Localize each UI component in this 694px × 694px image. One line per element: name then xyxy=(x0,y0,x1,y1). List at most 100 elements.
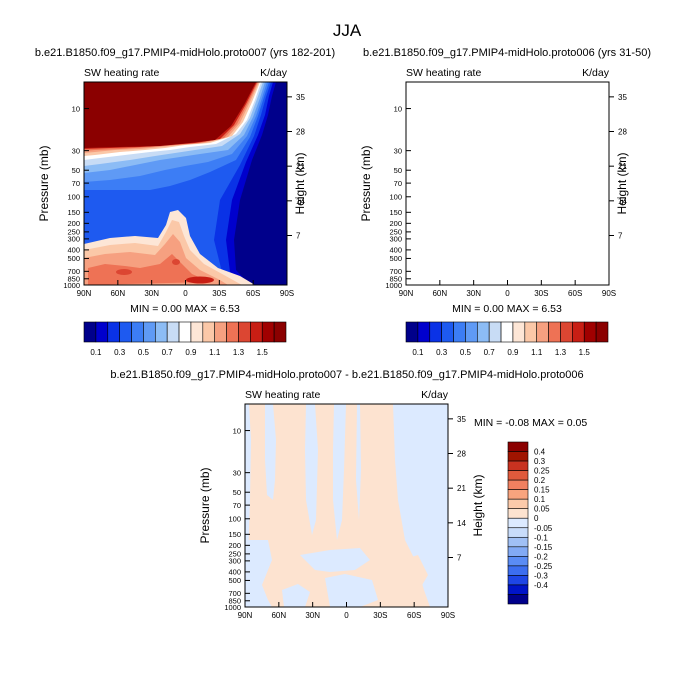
plot-frame xyxy=(405,81,610,286)
colorbar-swatch xyxy=(429,321,442,343)
contour-level xyxy=(406,82,578,148)
positive-region xyxy=(402,555,428,592)
stats-label: MIN = 0.00 MAX = 6.53 xyxy=(452,303,562,315)
panel-title: b.e21.B1850.f09_g17.PMIP4-midHolo.proto0… xyxy=(363,47,651,59)
colorbar-swatch xyxy=(507,546,529,557)
colorbar-swatch xyxy=(143,321,156,343)
colorbar-swatch xyxy=(507,489,529,500)
colorbar-swatch xyxy=(507,508,529,519)
colorbar-swatch xyxy=(507,575,529,586)
height-axis: 35 28 21 14 7 xyxy=(287,93,305,240)
colorbar-swatch xyxy=(178,321,192,343)
colorbar-label: -0.25 xyxy=(534,562,553,571)
colorbar-label: 0.9 xyxy=(507,348,519,357)
colorbar-swatch xyxy=(488,321,502,343)
pressure-tick-label: 200 xyxy=(67,219,80,228)
pressure-tick-label: 50 xyxy=(233,488,241,497)
colorbar-label: 0.1 xyxy=(90,348,102,357)
colorbar-label: 0 xyxy=(534,514,539,523)
pressure-tick-label: 250 xyxy=(67,228,80,237)
contour-level xyxy=(406,220,564,285)
colorbar-swatch xyxy=(476,321,490,343)
pressure-tick-label: 100 xyxy=(67,193,80,202)
negative-region xyxy=(300,548,370,572)
colorbar-label: 0.05 xyxy=(534,505,550,514)
x-tick-label: 60N xyxy=(110,289,125,298)
colorbar-label: 0.9 xyxy=(185,348,197,357)
colorbar-swatch xyxy=(226,321,239,343)
x-tick-label: 60S xyxy=(407,611,421,620)
heating-maximum xyxy=(116,269,132,275)
contour-level xyxy=(406,82,580,151)
height-tick-label: 21 xyxy=(457,484,466,493)
colorbar-swatch xyxy=(507,479,529,490)
colorbar-swatch xyxy=(572,321,585,343)
height-tick-label: 28 xyxy=(457,450,466,459)
colorbar-swatch xyxy=(595,321,609,343)
x-tick-label: 90N xyxy=(238,611,253,620)
colorbar-swatch xyxy=(131,321,144,343)
heating-maximum xyxy=(494,259,502,265)
colorbar-swatch xyxy=(507,584,529,595)
contour-level xyxy=(406,82,579,149)
x-tick-label: 90S xyxy=(280,289,294,298)
colorbar-swatch xyxy=(119,321,132,343)
x-tick-label: 30N xyxy=(305,611,320,620)
pressure-tick-label: 850 xyxy=(389,275,402,284)
height-tick-label: 14 xyxy=(618,197,627,206)
negative-region xyxy=(325,574,378,607)
height-tick-label: 7 xyxy=(296,231,301,240)
heating-maximum xyxy=(172,259,180,265)
x-tick-label: 60N xyxy=(432,289,447,298)
pressure-tick-label: 400 xyxy=(67,246,80,255)
height-axis-label: Height (km) xyxy=(615,152,629,214)
heating-maximum xyxy=(186,276,214,284)
colorbar-swatch xyxy=(507,451,529,462)
x-axis: 90N 60N 30N 0 30S 60S 90S xyxy=(399,280,616,298)
pressure-tick-label: 30 xyxy=(72,146,80,155)
pressure-tick-label: 200 xyxy=(389,219,402,228)
colorbar-label: 0.25 xyxy=(534,467,550,476)
negative-region xyxy=(282,584,310,607)
colorbar-swatch xyxy=(507,527,529,538)
x-tick-label: 0 xyxy=(505,289,510,298)
colorbar-swatch xyxy=(453,321,466,343)
pressure-tick-label: 1000 xyxy=(63,281,80,290)
colorbar-label: 0.3 xyxy=(436,348,448,357)
panel-proto006: b.e21.B1850.f09_g17.PMIP4-midHolo.proto0… xyxy=(359,47,651,357)
colorbar-swatch xyxy=(417,321,431,343)
colorbar: 0.40.30.250.20.150.10.050-0.05-0.1-0.15-… xyxy=(507,441,553,605)
pressure-tick-label: 70 xyxy=(394,179,402,188)
pressure-tick-label: 70 xyxy=(233,501,241,510)
colorbar-swatch xyxy=(507,460,529,471)
height-tick-label: 35 xyxy=(457,415,466,424)
colorbar-label: 1.3 xyxy=(555,348,567,357)
colorbar-label: -0.3 xyxy=(534,571,548,580)
pressure-tick-label: 700 xyxy=(67,267,80,276)
colorbar-label: 0.2 xyxy=(534,476,546,485)
page-title: JJA xyxy=(333,21,362,40)
pressure-tick-label: 150 xyxy=(67,208,80,217)
x-tick-label: 30S xyxy=(534,289,548,298)
heating-maximum xyxy=(508,277,536,284)
panel-title: b.e21.B1850.f09_g17.PMIP4-midHolo.proto0… xyxy=(35,47,335,59)
x-tick-label: 90N xyxy=(399,289,414,298)
pressure-tick-label: 850 xyxy=(67,275,80,284)
x-axis: 90N 60N 30N 0 30S 60S 90S xyxy=(77,280,294,298)
contour-level xyxy=(406,82,585,166)
pressure-tick-label: 300 xyxy=(389,235,402,244)
contour-level xyxy=(406,82,582,156)
contour-level xyxy=(406,82,598,285)
colorbar-swatch xyxy=(507,441,529,452)
contour-level xyxy=(406,82,581,153)
pressure-tick-label: 400 xyxy=(228,568,241,577)
height-axis-label: Height (km) xyxy=(471,474,485,536)
colorbar-swatch xyxy=(507,536,529,548)
pressure-tick-label: 100 xyxy=(228,515,241,524)
colorbar-label: 1.3 xyxy=(233,348,245,357)
pressure-tick-label: 30 xyxy=(394,146,402,155)
units-label: K/day xyxy=(260,67,288,79)
colorbar-label: -0.05 xyxy=(534,524,553,533)
negative-region xyxy=(356,404,361,520)
